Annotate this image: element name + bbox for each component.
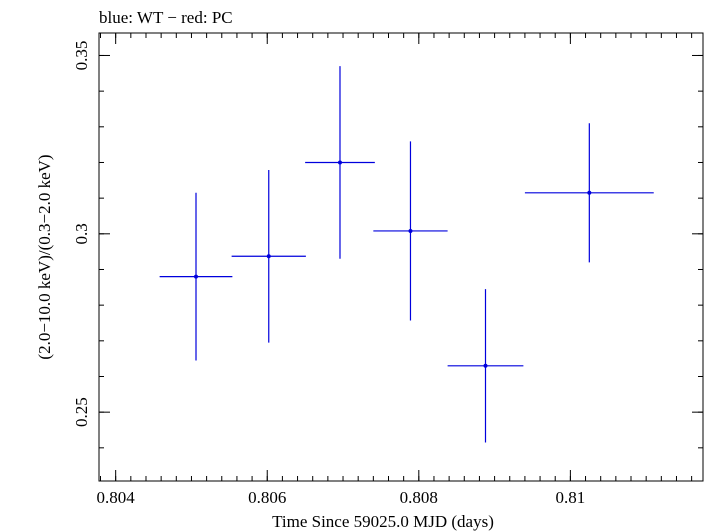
y-tick-label: 0.35 [72,41,91,71]
y-tick-label: 0.25 [72,397,91,427]
data-point [373,141,448,321]
point-marker [194,274,199,279]
point-marker [483,363,488,368]
x-tick-label: 0.806 [248,488,286,507]
point-marker [408,228,413,233]
data-point [447,289,524,443]
axis-tick-labels: 0.804 0.806 0.808 0.81 0.25 0.3 0.35 [72,41,585,507]
axis-ticks [99,33,703,481]
x-tick-label: 0.804 [97,488,136,507]
data-point [305,66,375,259]
point-marker [337,160,342,165]
data-point [159,192,233,361]
y-axis-label: (2.0−10.0 keV)/(0.3−2.0 keV) [35,154,54,359]
data-point [524,123,654,263]
x-tick-label: 0.81 [556,488,586,507]
y-tick-label: 0.3 [72,223,91,244]
chart-title: blue: WT − red: PC [99,8,233,27]
data-series [159,66,654,443]
x-tick-label: 0.808 [400,488,438,507]
point-marker [266,254,271,259]
x-axis-label: Time Since 59025.0 MJD (days) [272,512,494,531]
point-marker [587,190,592,195]
data-point [231,169,306,343]
plot-frame [98,32,704,482]
